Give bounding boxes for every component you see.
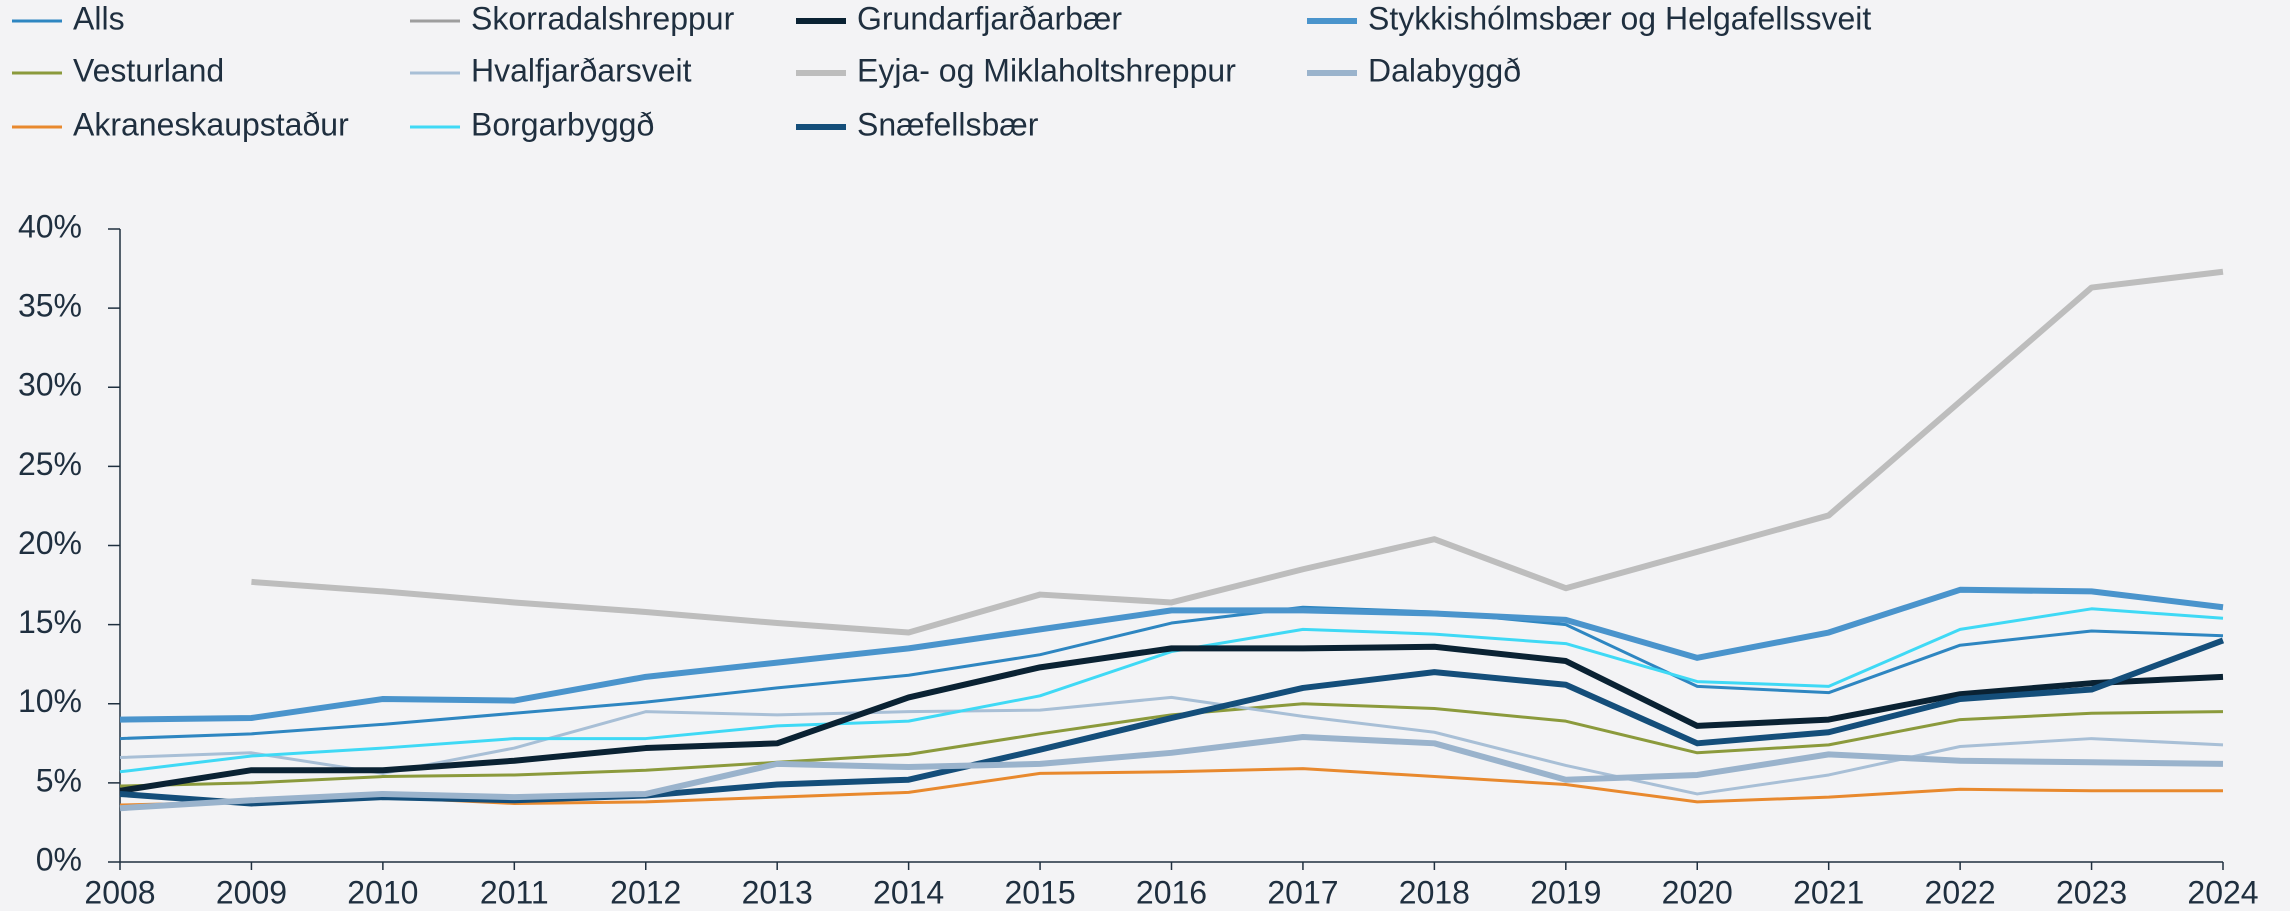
y-tick-label: 0% bbox=[36, 841, 82, 877]
y-tick-label: 30% bbox=[18, 367, 82, 403]
legend-label: Skorradalshreppur bbox=[471, 0, 735, 36]
y-tick-label: 25% bbox=[18, 446, 82, 482]
x-tick-label: 2016 bbox=[1136, 874, 1207, 910]
series-line bbox=[119, 586, 2224, 723]
legend-label: Vesturland bbox=[73, 52, 224, 88]
x-tick-label: 2018 bbox=[1399, 874, 1470, 910]
series-line bbox=[119, 637, 2225, 807]
legend-label: Hvalfjarðarsveit bbox=[471, 52, 692, 88]
x-tick-label: 2009 bbox=[216, 874, 287, 910]
x-tick-label: 2011 bbox=[480, 874, 549, 910]
legend-label: Akraneskaupstaður bbox=[73, 106, 349, 142]
y-tick-label: 35% bbox=[18, 288, 82, 324]
x-tick-label: 2015 bbox=[1004, 874, 1075, 910]
x-tick-label: 2014 bbox=[873, 874, 944, 910]
y-tick-label: 10% bbox=[18, 683, 82, 719]
series-line bbox=[119, 607, 2224, 774]
x-tick-label: 2023 bbox=[2056, 874, 2127, 910]
x-tick-label: 2020 bbox=[1662, 874, 1733, 910]
x-tick-label: 2019 bbox=[1530, 874, 1601, 910]
x-tick-label: 2017 bbox=[1267, 874, 1338, 910]
y-tick-label: 20% bbox=[18, 525, 82, 561]
x-tick-label: 2008 bbox=[84, 874, 155, 910]
x-tick-label: 2013 bbox=[742, 874, 813, 910]
legend-label: Eyja- og Miklaholtshreppur bbox=[857, 52, 1236, 88]
series-line bbox=[119, 702, 2224, 788]
legend-label: Dalabyggð bbox=[1368, 52, 1521, 88]
y-tick-label: 5% bbox=[36, 762, 82, 798]
legend-label: Grundarfjarðarbær bbox=[857, 0, 1122, 36]
legend-label: Stykkishólmsbær og Helgafellssveit bbox=[1368, 0, 1871, 36]
legend-label: Borgarbyggð bbox=[471, 106, 654, 142]
y-tick-label: 40% bbox=[18, 208, 82, 244]
series-line bbox=[119, 695, 2224, 796]
x-tick-label: 2010 bbox=[347, 874, 418, 910]
x-tick-label: 2022 bbox=[1925, 874, 1996, 910]
legend-label: Alls bbox=[73, 0, 125, 36]
x-tick-label: 2021 bbox=[1793, 874, 1864, 910]
x-tick-label: 2012 bbox=[610, 874, 681, 910]
series-line bbox=[119, 733, 2224, 812]
series-line bbox=[119, 605, 2224, 741]
series-line bbox=[119, 643, 2224, 794]
y-tick-label: 15% bbox=[18, 604, 82, 640]
legend-label: Snæfellsbær bbox=[857, 106, 1039, 142]
series-line bbox=[251, 268, 2224, 636]
x-tick-label: 2024 bbox=[2187, 874, 2258, 910]
